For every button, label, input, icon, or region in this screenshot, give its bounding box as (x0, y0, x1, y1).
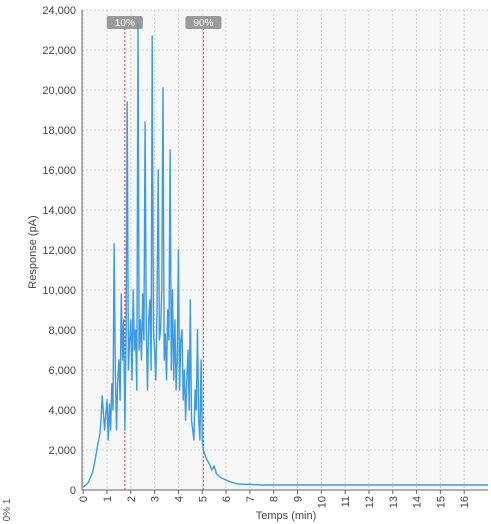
y-tick-label: 18,000 (42, 125, 76, 137)
series-line (82, 23, 488, 488)
y-tick-label: 20,000 (42, 85, 76, 97)
x-axis-label: Temps (min) (256, 510, 317, 522)
x-tick-label: 2 (126, 496, 138, 502)
x-tick-label: 5 (197, 496, 209, 502)
marker-label-box (106, 16, 143, 29)
y-tick-label: 16,000 (42, 165, 76, 177)
y-tick-label: 22,000 (42, 45, 76, 57)
marker-label: 10% (115, 18, 135, 29)
x-tick-label: 13 (388, 496, 400, 508)
plot-area (82, 10, 488, 490)
x-tick-label: 9 (293, 496, 305, 502)
grid-lines (82, 9, 488, 491)
y-tick-label: 10,000 (42, 285, 76, 297)
x-tick-label: 0 (78, 496, 90, 502)
series-layer (82, 23, 488, 488)
x-tick-label: 8 (269, 496, 281, 502)
x-tick-label: 14 (412, 496, 424, 508)
marker-label-box (185, 16, 222, 29)
x-tick-label: 12 (364, 496, 376, 508)
x-tick-label: 10 (316, 496, 328, 508)
y-tick-label: 24,000 (42, 5, 76, 17)
y-tick-label: 14,000 (42, 205, 76, 217)
x-tick-label: 11 (340, 496, 352, 507)
marker-label: 90% (193, 18, 213, 29)
y-tick-label: 4,000 (48, 405, 76, 417)
x-tick-label: 6 (221, 496, 233, 502)
x-tick-label: 16 (459, 496, 471, 508)
y-tick-label: 12,000 (42, 245, 76, 257)
y-tick-label: 6,000 (48, 365, 76, 377)
x-tick-label: 1 (102, 496, 114, 502)
y-axis-label: Response (pA) (27, 215, 39, 288)
y-tick-label: 2,000 (48, 445, 76, 457)
y-tick-label: 0 (70, 485, 76, 497)
x-tick-label: 4 (173, 496, 185, 502)
side-legend-fragment: 0% 1 (2, 498, 13, 521)
axes: 0 2,000 4,000 6,000 8,000 10,000 12,000 14,000 1… (42, 5, 488, 508)
x-tick-label: 3 (150, 496, 162, 502)
y-tick-label: 8,000 (48, 325, 76, 337)
x-tick-label: 15 (435, 496, 447, 508)
x-tick-label: 7 (245, 496, 257, 502)
percentile-markers: 10% 90% (106, 16, 222, 490)
